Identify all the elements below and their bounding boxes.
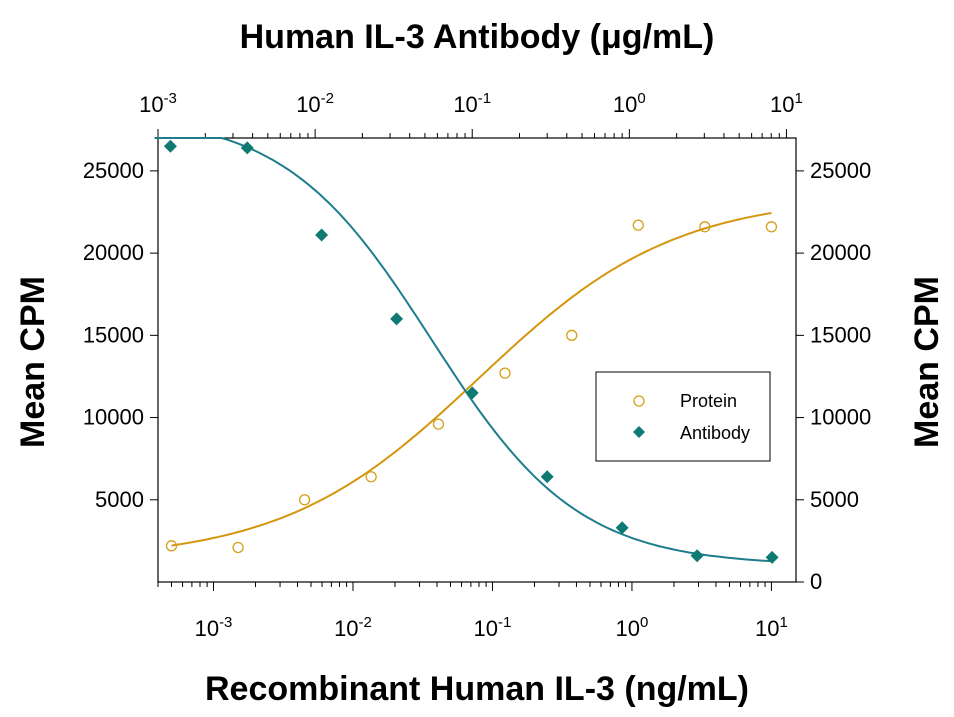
y-left-tick-label: 25000 <box>83 158 144 183</box>
x-bottom-tick-label: 100 <box>616 614 649 641</box>
y-axis-title-left: Mean CPM <box>14 276 52 448</box>
antibody-point <box>315 228 329 242</box>
fit-curves <box>154 137 773 563</box>
y-right-tick-label: 0 <box>810 569 822 594</box>
antibody-point <box>615 521 629 535</box>
legend: Protein Antibody <box>595 371 771 462</box>
y-left-tick-label: 15000 <box>83 322 144 347</box>
protein-point <box>232 541 244 554</box>
protein-point <box>566 329 578 341</box>
y-axis-title-right: Mean CPM <box>908 276 946 448</box>
x-axis-title: Recombinant Human IL-3 (ng/mL) <box>205 670 749 708</box>
x-bottom-tick-label: 10-2 <box>334 614 372 641</box>
antibody-fit-curve <box>154 137 773 563</box>
protein-point <box>699 221 711 233</box>
y-right-tick-label: 20000 <box>810 240 871 265</box>
legend-protein-label: Protein <box>680 391 737 411</box>
protein-point <box>298 494 311 506</box>
protein-point <box>165 540 178 552</box>
x-bottom-tick-label: 10-3 <box>195 614 233 641</box>
antibody-point <box>690 549 704 563</box>
antibody-point <box>163 139 177 153</box>
data-points <box>163 139 779 564</box>
protein-point <box>632 219 644 231</box>
top-axis-title: Human IL-3 Antibody (μg/mL) <box>240 18 715 56</box>
x-top-tick-label: 100 <box>613 90 646 117</box>
antibody-point <box>390 312 404 326</box>
axis-ticks: 10-3 10-2 10-1 100 101 10-3 10-2 10-1 100 101 5000… <box>83 90 871 641</box>
x-bottom-tick-label: 101 <box>755 614 788 641</box>
x-top-tick-label: 101 <box>770 90 803 117</box>
x-bottom-tick-label: 10-1 <box>474 614 512 641</box>
x-top-tick-label: 10-2 <box>296 90 334 117</box>
legend-antibody-label: Antibody <box>680 423 750 443</box>
plot-area <box>157 137 797 583</box>
legend-antibody-marker <box>633 426 645 438</box>
protein-point <box>432 418 445 430</box>
y-left-tick-label: 10000 <box>83 405 144 430</box>
legend-box <box>595 371 771 462</box>
y-left-tick-label: 5000 <box>95 487 144 512</box>
x-top-tick-label: 10-3 <box>139 90 177 117</box>
y-right-tick-label: 5000 <box>810 487 859 512</box>
protein-point <box>765 221 778 233</box>
y-right-tick-label: 15000 <box>810 322 871 347</box>
protein-point <box>499 367 511 379</box>
x-top-tick-label: 10-1 <box>453 90 491 117</box>
antibody-point <box>240 141 254 155</box>
y-right-tick-label: 10000 <box>810 405 871 430</box>
legend-protein-marker <box>633 395 645 407</box>
antibody-point <box>765 550 779 564</box>
y-right-tick-label: 25000 <box>810 158 871 183</box>
antibody-point <box>540 470 554 484</box>
protein-fit-curve <box>171 212 772 547</box>
antibody-point <box>465 386 479 400</box>
protein-point <box>365 471 377 483</box>
y-left-tick-label: 20000 <box>83 240 144 265</box>
